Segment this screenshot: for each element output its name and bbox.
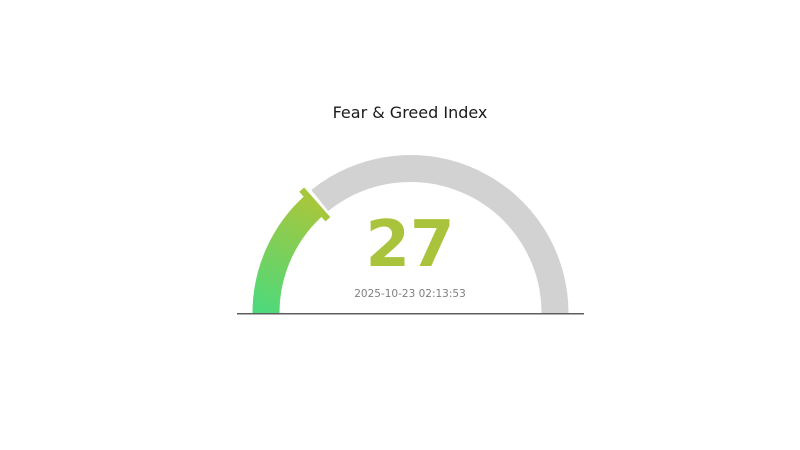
- chart-title: Fear & Greed Index: [333, 103, 488, 122]
- gauge-timestamp: 2025-10-23 02:13:53: [354, 288, 466, 300]
- gauge-value: 27: [365, 208, 454, 282]
- gauge-progress-arc: [252, 194, 325, 314]
- gauge-needle-tick: [299, 187, 331, 222]
- gauge-track-arc: [311, 155, 569, 314]
